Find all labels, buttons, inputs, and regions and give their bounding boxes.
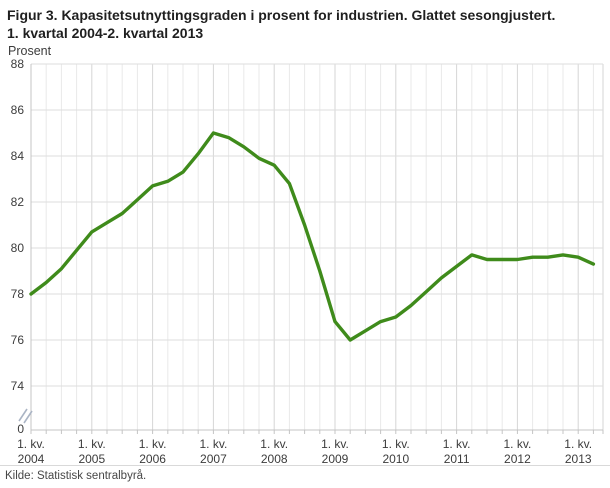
x-axis-tick-label-quarter: 1. kv. [443, 437, 471, 451]
y-axis-tick-label: 82 [11, 195, 25, 209]
x-axis-tick-label-year: 2007 [200, 452, 227, 466]
y-axis-zero-label: 0 [17, 422, 24, 436]
x-axis-tick-label-quarter: 1. kv. [139, 437, 167, 451]
chart-title: Figur 3. Kapasitetsutnyttingsgraden i pr… [7, 7, 556, 41]
y-axis-tick-label: 74 [11, 379, 25, 393]
y-axis-tick-label: 78 [11, 287, 25, 301]
y-axis-tick-label: 88 [11, 57, 25, 71]
x-axis-tick-label-year: 2004 [18, 452, 45, 466]
x-axis-tick-label-quarter: 1. kv. [200, 437, 228, 451]
y-axis-tick-label: 86 [11, 103, 25, 117]
footer-divider [0, 465, 610, 466]
x-axis-tick-label-year: 2010 [382, 452, 409, 466]
capacity-series-line [29, 131, 596, 342]
x-axis-tick-label-quarter: 1. kv. [564, 437, 592, 451]
axis-break-icon [23, 410, 33, 424]
x-axis-tick-label-year: 2008 [261, 452, 288, 466]
x-axis-tick-label-quarter: 1. kv. [260, 437, 288, 451]
source-note: Kilde: Statistisk sentralbyrå. [5, 470, 147, 482]
x-axis-tick-label-year: 2005 [78, 452, 105, 466]
x-axis-tick-label-quarter: 1. kv. [321, 437, 349, 451]
x-axis-tick-label-quarter: 1. kv. [382, 437, 410, 451]
x-axis-tick-label-quarter: 1. kv. [504, 437, 532, 451]
x-axis-tick-label-year: 2009 [322, 452, 349, 466]
x-axis-tick-label-quarter: 1. kv. [17, 437, 45, 451]
y-axis-title: Prosent [8, 44, 52, 58]
y-axis-tick-label: 84 [11, 149, 25, 163]
y-axis-tick-label: 80 [11, 241, 25, 255]
x-axis-tick-label-quarter: 1. kv. [78, 437, 106, 451]
axis-break-icon [18, 408, 28, 422]
x-axis-tick-label-year: 2012 [504, 452, 531, 466]
y-axis-tick-label: 76 [11, 333, 25, 347]
x-axis-tick-label-year: 2006 [139, 452, 166, 466]
x-axis-tick-label-year: 2013 [565, 452, 592, 466]
x-axis-tick-label-year: 2011 [444, 452, 470, 466]
